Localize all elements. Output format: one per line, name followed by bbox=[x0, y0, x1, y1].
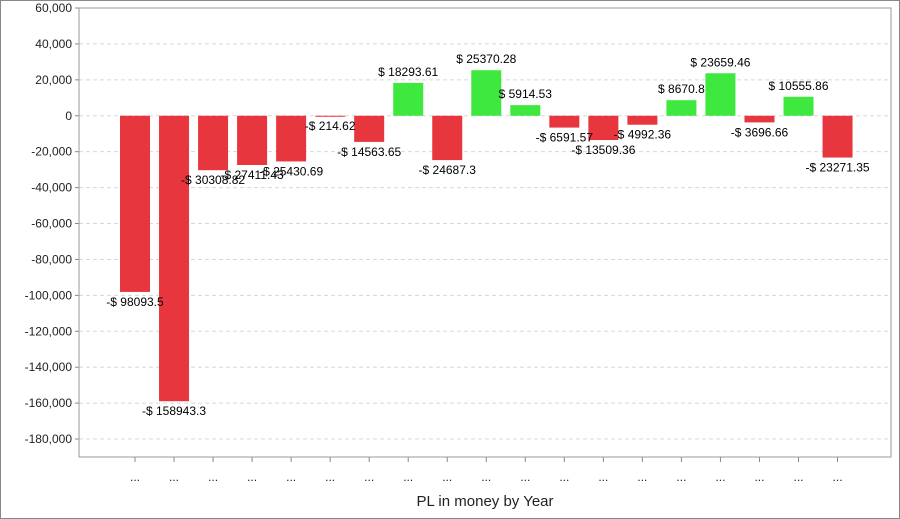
x-tick-label: ... bbox=[754, 470, 764, 484]
x-tick-label: ... bbox=[559, 470, 569, 484]
data-label: -$ 3696.66 bbox=[731, 125, 789, 139]
y-tick-label: -80,000 bbox=[31, 252, 72, 266]
data-label: -$ 214.62 bbox=[305, 119, 356, 133]
x-tick-label: ... bbox=[403, 470, 413, 484]
x-tick-label: ... bbox=[715, 470, 725, 484]
data-label: -$ 25430.69 bbox=[259, 164, 323, 178]
bar bbox=[549, 115, 580, 128]
bars bbox=[120, 70, 853, 402]
x-tick-label: ... bbox=[598, 470, 608, 484]
data-label: -$ 13509.36 bbox=[571, 143, 635, 157]
bar bbox=[588, 115, 619, 141]
bar bbox=[276, 115, 307, 162]
bar bbox=[315, 115, 346, 117]
data-label: -$ 158943.3 bbox=[142, 404, 206, 418]
x-axis-ticks: ........................................… bbox=[130, 457, 843, 484]
x-tick-label: ... bbox=[130, 470, 140, 484]
y-tick-label: 60,000 bbox=[35, 1, 72, 15]
data-label: -$ 27411.43 bbox=[221, 168, 284, 182]
bar bbox=[627, 115, 658, 125]
x-tick-label: ... bbox=[481, 470, 491, 484]
data-labels: -$ 98093.5 -$ 158943.3 -$ 30308.82-$ 27411… bbox=[106, 52, 870, 418]
bar bbox=[705, 73, 736, 116]
y-tick-label: -40,000 bbox=[31, 181, 72, 195]
y-tick-label: -120,000 bbox=[25, 324, 73, 338]
data-label: -$ 23271.35 bbox=[806, 161, 870, 175]
bar bbox=[783, 96, 814, 116]
bar bbox=[510, 105, 541, 116]
y-tick-label: -100,000 bbox=[25, 288, 73, 302]
y-tick-label: 20,000 bbox=[35, 73, 72, 87]
bar bbox=[159, 115, 190, 402]
data-label: -$ 24687.3 bbox=[419, 163, 477, 177]
y-tick-label: -20,000 bbox=[31, 145, 72, 159]
data-label: -$ 98093.5 bbox=[106, 295, 164, 309]
data-label: -$ 4992.36 bbox=[614, 128, 672, 142]
x-tick-label: ... bbox=[247, 470, 257, 484]
data-label: $ 5914.53 bbox=[499, 87, 553, 101]
bar bbox=[822, 115, 853, 158]
data-label: -$ 6591.57 bbox=[536, 131, 594, 145]
x-tick-label: ... bbox=[833, 470, 843, 484]
x-tick-label: ... bbox=[364, 470, 374, 484]
data-label: $ 23659.46 bbox=[690, 55, 750, 69]
bar bbox=[198, 115, 229, 171]
x-tick-label: ... bbox=[520, 470, 530, 484]
x-tick-label: ... bbox=[442, 470, 452, 484]
y-tick-label: 0 bbox=[65, 109, 72, 123]
data-label: -$ 30308.82 bbox=[181, 173, 245, 187]
x-tick-label: ... bbox=[325, 470, 335, 484]
x-tick-label: ... bbox=[208, 470, 218, 484]
x-tick-label: ... bbox=[676, 470, 686, 484]
x-tick-label: ... bbox=[794, 470, 804, 484]
data-label: $ 8670.8 bbox=[658, 82, 705, 96]
x-tick-label: ... bbox=[637, 470, 647, 484]
y-tick-label: -160,000 bbox=[25, 396, 73, 410]
plot-area-border bbox=[78, 7, 892, 458]
bar bbox=[744, 115, 775, 123]
bar bbox=[354, 115, 385, 142]
x-tick-label: ... bbox=[169, 470, 179, 484]
bar bbox=[432, 115, 463, 161]
y-tick-label: -140,000 bbox=[25, 360, 73, 374]
x-axis-title: PL in money by Year bbox=[416, 493, 553, 510]
y-tick-label: 40,000 bbox=[35, 37, 72, 51]
x-tick-label: ... bbox=[286, 470, 296, 484]
bar bbox=[120, 115, 150, 292]
bar bbox=[666, 100, 697, 116]
bar bbox=[471, 70, 502, 116]
data-label: $ 25370.28 bbox=[456, 52, 516, 66]
data-label: $ 18293.61 bbox=[378, 65, 438, 79]
data-label: $ 10555.86 bbox=[768, 79, 828, 93]
bar bbox=[393, 82, 424, 116]
bar bbox=[237, 115, 268, 165]
y-axis-ticks: 60,000 40,000 20,000 0 -20,000 -40,000 -60,000… bbox=[25, 1, 79, 446]
y-tick-label: -180,000 bbox=[25, 432, 73, 446]
y-tick-label: -60,000 bbox=[31, 217, 72, 231]
data-label: -$ 14563.65 bbox=[337, 145, 401, 159]
